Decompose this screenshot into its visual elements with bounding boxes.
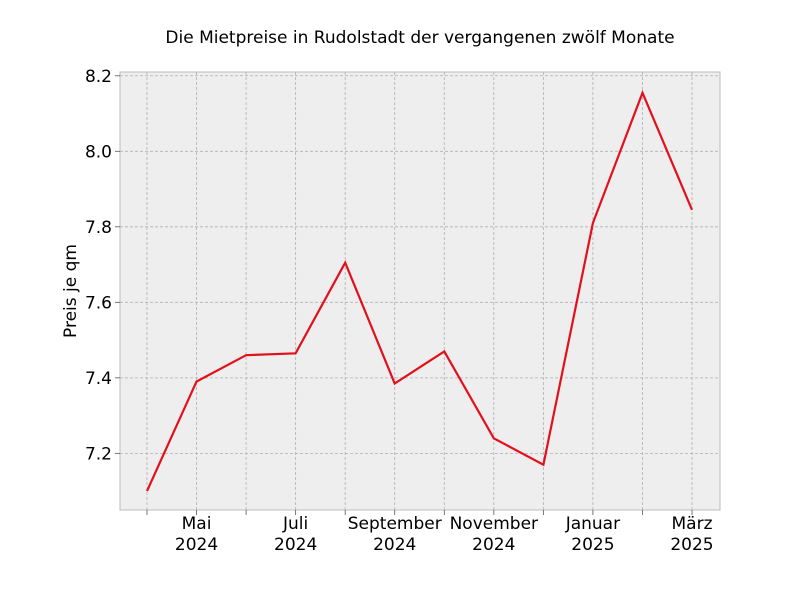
chart-title: Die Mietpreise in Rudolstadt der vergang… xyxy=(165,28,674,48)
y-tick-label: 7.6 xyxy=(85,293,112,313)
x-tick-label-year: 2025 xyxy=(571,535,614,555)
x-tick-label-year: 2024 xyxy=(175,535,218,555)
x-tick-label-year: 2024 xyxy=(373,535,416,555)
x-tick-label-month: September xyxy=(348,514,442,534)
y-tick-label: 8.0 xyxy=(85,142,112,162)
x-tick-label-year: 2025 xyxy=(670,535,713,555)
x-tick-label-month: November xyxy=(450,514,538,534)
series-layer xyxy=(145,89,694,492)
grid-lines xyxy=(120,72,720,510)
x-tick-label-year: 2024 xyxy=(472,535,515,555)
x-tick-label-month: Januar xyxy=(565,514,620,534)
plot-area xyxy=(119,71,721,511)
x-tick-label-year: 2024 xyxy=(274,535,317,555)
series-line xyxy=(145,89,694,492)
x-tick-label-month: Mai xyxy=(182,514,212,534)
y-axis-label: Preis je qm xyxy=(61,244,81,338)
y-tick-label: 7.2 xyxy=(85,444,112,464)
x-tick-label-month: Juli xyxy=(282,514,308,534)
x-tick-label-month: März xyxy=(672,514,713,534)
y-tick-label: 8.2 xyxy=(85,67,112,87)
axis-ticks: 7.27.47.67.88.08.2Mai2024Juli2024Septemb… xyxy=(85,67,714,555)
y-tick-label: 7.8 xyxy=(85,218,112,238)
y-tick-label: 7.4 xyxy=(85,369,112,389)
